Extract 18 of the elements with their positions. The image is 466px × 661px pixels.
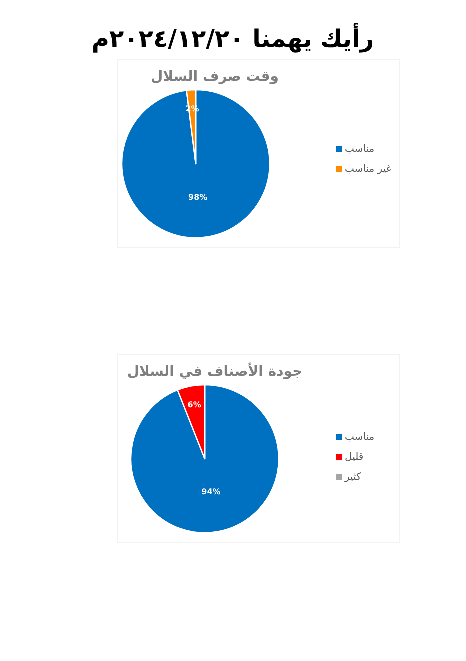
chart-subtitle: جودة الأصناف في السلال (127, 362, 303, 380)
legend-label: كثير (344, 472, 362, 483)
chart-title: رأيك يهمنا ٢٠٢٤/١٢/٢٠م (92, 23, 374, 53)
legend-label: مناسب (345, 144, 375, 155)
data-label: 6% (188, 400, 202, 410)
data-label: 94% (202, 488, 221, 497)
chart-subtitle: وقت صرف السلال (150, 69, 280, 85)
legend-item: قليل (336, 452, 364, 463)
legend-label: قليل (345, 452, 364, 463)
legend-item: كثير (336, 472, 362, 483)
legend-label: غير مناسب (345, 164, 392, 175)
legend-item: مناسب (336, 432, 375, 443)
legend-item: غير مناسب (336, 164, 392, 175)
data-label: 98% (188, 193, 208, 202)
pie-slice (121, 89, 271, 239)
pie-slice (130, 384, 280, 534)
legend-label: مناسب (345, 432, 375, 443)
legend-item: مناسب (336, 144, 375, 155)
